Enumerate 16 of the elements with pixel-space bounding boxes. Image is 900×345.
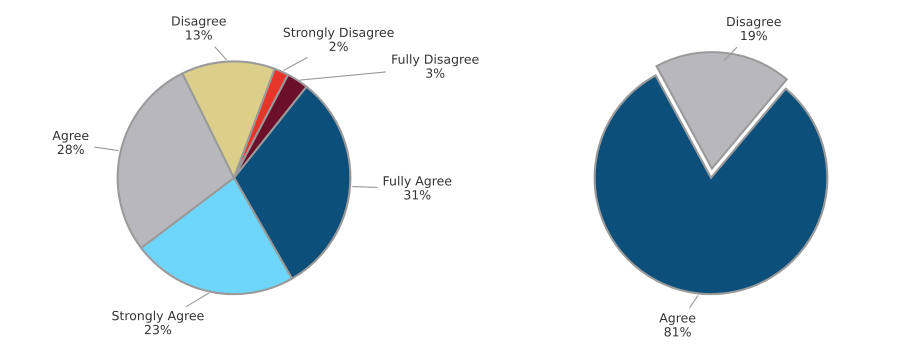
slice-label: Agree — [52, 130, 88, 143]
slice-label: Strongly Disagree — [284, 27, 394, 40]
slice-label: Fully Disagree — [392, 54, 479, 66]
slice-label: Fully Agree — [384, 176, 452, 188]
data-label: 23% — [144, 324, 172, 334]
data-label: 81% — [664, 327, 691, 337]
data-label: 2% — [330, 42, 348, 52]
slice-label: Disagree — [172, 16, 226, 28]
data-label: 3% — [426, 68, 444, 78]
slice-label: Disagree — [727, 16, 781, 29]
data-label: 19% — [741, 30, 767, 40]
slice-label: Agree — [659, 313, 696, 325]
data-label: 13% — [186, 30, 212, 40]
slice-label: Strongly Agree — [112, 310, 204, 323]
data-label: 28% — [58, 144, 84, 154]
data-label: 31% — [404, 190, 430, 200]
